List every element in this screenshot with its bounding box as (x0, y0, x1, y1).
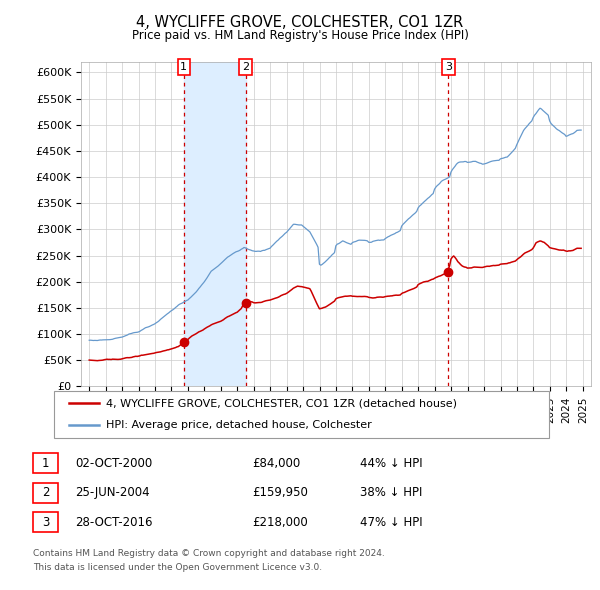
Bar (184, 62, 245, 386)
Text: 2: 2 (42, 486, 49, 499)
Text: 28-OCT-2016: 28-OCT-2016 (75, 516, 152, 529)
Text: 4, WYCLIFFE GROVE, COLCHESTER, CO1 1ZR: 4, WYCLIFFE GROVE, COLCHESTER, CO1 1ZR (136, 15, 464, 30)
Text: 1: 1 (42, 457, 49, 470)
Text: 38% ↓ HPI: 38% ↓ HPI (360, 486, 422, 499)
Text: 02-OCT-2000: 02-OCT-2000 (75, 457, 152, 470)
Text: 44% ↓ HPI: 44% ↓ HPI (360, 457, 422, 470)
Text: 47% ↓ HPI: 47% ↓ HPI (360, 516, 422, 529)
Text: 3: 3 (445, 62, 452, 72)
Text: HPI: Average price, detached house, Colchester: HPI: Average price, detached house, Colc… (106, 420, 372, 430)
Text: 4, WYCLIFFE GROVE, COLCHESTER, CO1 1ZR (detached house): 4, WYCLIFFE GROVE, COLCHESTER, CO1 1ZR (… (106, 398, 457, 408)
Text: £159,950: £159,950 (252, 486, 308, 499)
Text: Price paid vs. HM Land Registry's House Price Index (HPI): Price paid vs. HM Land Registry's House … (131, 30, 469, 42)
Text: 2: 2 (242, 62, 249, 72)
Text: Contains HM Land Registry data © Crown copyright and database right 2024.: Contains HM Land Registry data © Crown c… (33, 549, 385, 558)
Text: 3: 3 (42, 516, 49, 529)
Text: £218,000: £218,000 (252, 516, 308, 529)
Text: £84,000: £84,000 (252, 457, 300, 470)
Text: 25-JUN-2004: 25-JUN-2004 (75, 486, 149, 499)
Text: 1: 1 (181, 62, 187, 72)
Text: This data is licensed under the Open Government Licence v3.0.: This data is licensed under the Open Gov… (33, 563, 322, 572)
